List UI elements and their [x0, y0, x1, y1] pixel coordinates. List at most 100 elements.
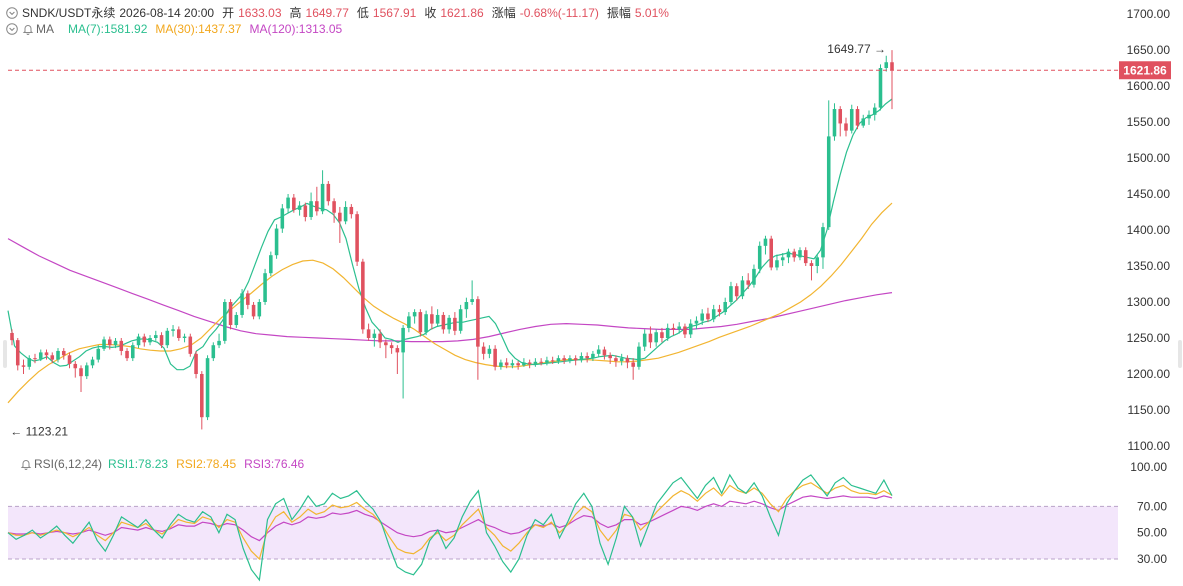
candle: [890, 50, 894, 110]
candle: [246, 290, 250, 310]
candle: [688, 319, 693, 338]
candle: [67, 352, 72, 369]
candle: [602, 346, 607, 360]
candle: [84, 362, 89, 380]
candle-body: [355, 214, 359, 262]
candle: [269, 251, 273, 277]
candle: [424, 310, 428, 336]
candle: [470, 280, 474, 305]
candle: [855, 106, 860, 130]
candle: [499, 359, 503, 370]
price-tick-label: 1100.00: [1128, 439, 1171, 453]
candle-body: [729, 286, 733, 302]
candle: [389, 342, 394, 354]
candles: [10, 50, 894, 430]
open-value: 1633.03: [238, 5, 282, 20]
candle: [234, 312, 239, 328]
candle: [96, 345, 101, 363]
candle-body: [148, 338, 152, 343]
candle-body: [832, 109, 837, 137]
candle: [867, 110, 871, 125]
candle-body: [430, 314, 434, 324]
candle-body: [401, 327, 405, 353]
price-tick-label: 1150.00: [1128, 403, 1171, 417]
candle: [550, 356, 555, 364]
candle: [717, 304, 722, 317]
candle-body: [217, 340, 221, 346]
candle: [763, 235, 768, 255]
candle-body: [614, 358, 618, 362]
candle: [136, 333, 141, 349]
candle-body: [706, 313, 710, 320]
candle: [723, 297, 727, 315]
change-value: -0.68%(-11.17): [519, 5, 599, 20]
candle: [458, 304, 463, 334]
candle-body: [476, 299, 480, 347]
candle: [481, 342, 486, 360]
candle: [119, 338, 124, 356]
candle: [493, 345, 497, 371]
candle-body: [56, 350, 60, 360]
candle: [274, 224, 279, 259]
candle: [476, 296, 480, 380]
candle: [654, 329, 658, 347]
candle: [309, 192, 313, 220]
ma-indicator-name: MA: [36, 22, 54, 36]
candle: [50, 352, 55, 364]
candle: [33, 353, 37, 364]
candle-body: [867, 114, 871, 119]
candle-body: [504, 362, 509, 366]
candle: [619, 353, 624, 366]
candle: [251, 302, 256, 320]
candle-body: [470, 299, 474, 302]
candle-body: [493, 348, 497, 367]
candle-body: [447, 317, 451, 330]
candle-body: [418, 312, 423, 333]
candle: [608, 352, 612, 364]
candle: [79, 365, 83, 392]
candle: [320, 170, 325, 215]
candle-body: [775, 260, 779, 268]
rsi1-value: RSI1:78.23: [108, 457, 169, 471]
candle: [786, 248, 791, 264]
candle: [585, 352, 589, 363]
candle-body: [424, 314, 428, 333]
candle-body: [15, 340, 20, 366]
candle-body: [205, 358, 210, 418]
candle: [280, 204, 285, 233]
candle: [740, 276, 745, 300]
price-tick-label: 1650.00: [1127, 43, 1171, 57]
price-tick-label: 1450.00: [1127, 187, 1171, 201]
price-tick-label: 1550.00: [1127, 115, 1171, 129]
candle-body: [73, 363, 78, 369]
candle: [579, 352, 584, 363]
chevron-down-icon[interactable]: [6, 6, 18, 19]
candle: [10, 329, 14, 346]
price-tick-label: 1300.00: [1127, 295, 1171, 309]
candle-body: [522, 362, 526, 366]
bell-icon[interactable]: [20, 458, 32, 470]
candle: [338, 206, 342, 243]
left-collapse-handle[interactable]: [3, 340, 7, 368]
candle: [660, 327, 664, 343]
right-collapse-handle[interactable]: [1178, 340, 1182, 368]
candle-body: [246, 293, 250, 305]
chevron-down-icon[interactable]: [6, 23, 18, 35]
candle: [188, 333, 193, 357]
candle: [625, 355, 630, 369]
candle: [131, 342, 135, 362]
high-label: 高: [289, 6, 302, 20]
candle: [73, 361, 78, 378]
candle-body: [734, 286, 739, 297]
candle-body: [740, 280, 745, 297]
candle-body: [625, 358, 630, 363]
candle-body: [464, 302, 469, 310]
candle-body: [527, 362, 532, 364]
candle-body: [803, 250, 808, 264]
bell-icon[interactable]: [22, 23, 34, 35]
candle: [683, 323, 687, 338]
candle: [217, 333, 221, 349]
open-label: 开: [222, 6, 235, 20]
candle: [44, 349, 49, 360]
